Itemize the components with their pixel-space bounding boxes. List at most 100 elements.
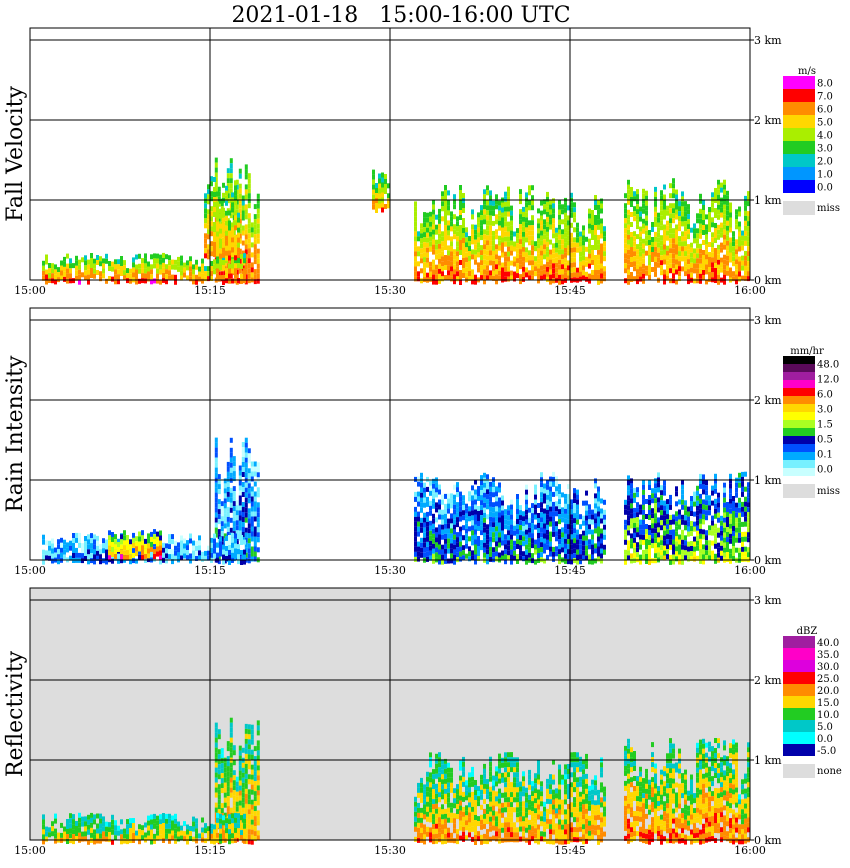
echo-cell — [666, 524, 669, 530]
echo-cell — [684, 221, 687, 227]
echo-cell — [681, 499, 684, 505]
echo-cell — [486, 484, 489, 490]
echo-cell — [54, 269, 57, 275]
echo-cell — [693, 268, 696, 274]
echo-cell — [234, 258, 237, 264]
echo-cell — [525, 519, 528, 525]
echo-cell — [714, 233, 717, 238]
legend-label: 7.0 — [817, 92, 833, 103]
echo-cell — [693, 521, 696, 527]
echo-cell — [729, 267, 732, 273]
echo-cell — [495, 516, 498, 522]
echo-cell — [144, 253, 147, 259]
echo-cell — [714, 533, 717, 539]
echo-cell — [537, 533, 540, 538]
echo-cell — [225, 210, 228, 216]
echo-cell — [447, 523, 450, 529]
echo-cell — [726, 260, 729, 266]
echo-cell — [627, 244, 630, 250]
echo-cell — [489, 245, 492, 251]
echo-cell — [217, 484, 221, 490]
echo-cell — [204, 271, 207, 277]
echo-cell — [696, 238, 699, 244]
echo-cell — [216, 832, 219, 838]
echo-cell — [588, 554, 591, 560]
echo-cell — [486, 539, 489, 545]
echo-cell — [669, 253, 672, 259]
echo-cell — [495, 511, 498, 517]
echo-cell — [234, 263, 237, 269]
echo-cell — [228, 268, 231, 274]
echo-cell — [477, 212, 480, 218]
echo-cell — [516, 273, 519, 279]
echo-cell — [741, 476, 744, 482]
echo-cell — [429, 231, 432, 237]
echo-cell — [549, 209, 552, 215]
echo-cell — [690, 267, 693, 273]
echo-cell — [444, 558, 447, 564]
echo-cell — [687, 249, 690, 255]
echo-cell — [234, 817, 237, 823]
echo-cell — [591, 225, 594, 230]
echo-cell — [48, 555, 51, 561]
echo-cell — [214, 792, 218, 798]
echo-cell — [519, 540, 522, 546]
echo-cell — [480, 540, 483, 546]
echo-cell — [489, 255, 492, 261]
echo-cell — [726, 507, 729, 512]
echo-cell — [498, 215, 501, 221]
echo-cell — [256, 273, 260, 279]
echo-cell — [510, 245, 513, 251]
echo-cell — [708, 222, 711, 227]
echo-cell — [738, 527, 741, 533]
echo-cell — [256, 720, 260, 726]
echo-cell — [45, 540, 48, 546]
echo-cell — [474, 504, 477, 510]
echo-cell — [570, 242, 573, 248]
echo-cell — [228, 245, 231, 251]
echo-cell — [238, 480, 242, 486]
echo-cell — [483, 199, 486, 205]
echo-cell — [699, 493, 702, 499]
echo-cell — [195, 818, 198, 824]
echo-cell — [468, 251, 471, 256]
echo-cell — [238, 183, 242, 189]
echo-cell — [238, 755, 242, 761]
echo-cell — [225, 833, 228, 839]
echo-cell — [705, 545, 708, 551]
echo-cell — [495, 264, 498, 270]
legend-swatch — [783, 460, 815, 468]
echo-cell — [465, 543, 468, 549]
echo-cell — [576, 504, 579, 510]
echo-cell — [253, 761, 257, 767]
echo-cell — [253, 771, 257, 777]
echo-cell — [456, 231, 459, 237]
echo-cell — [489, 551, 492, 557]
legend-label: 4.0 — [817, 131, 833, 142]
echo-cell — [492, 270, 495, 276]
echo-cell — [567, 245, 570, 251]
echo-cell — [51, 831, 54, 837]
echo-cell — [705, 480, 708, 486]
echo-cell — [75, 831, 78, 836]
echo-cell — [220, 783, 224, 789]
echo-cell — [150, 839, 153, 845]
echo-cell — [231, 823, 234, 829]
echo-cell — [660, 195, 663, 201]
echo-cell — [238, 490, 242, 496]
echo-cell — [210, 547, 213, 553]
echo-cell — [165, 254, 168, 260]
echo-cell — [234, 553, 237, 559]
echo-cell — [447, 225, 450, 231]
echo-cell — [657, 252, 660, 258]
echo-cell — [723, 542, 726, 548]
echo-cell — [229, 517, 233, 523]
echo-cell — [174, 818, 177, 824]
echo-cell — [129, 828, 132, 834]
echo-cell — [540, 255, 543, 261]
echo-cell — [225, 828, 228, 834]
echo-cell — [204, 193, 207, 199]
echo-cell — [219, 828, 222, 834]
echo-cell — [72, 824, 75, 830]
echo-cell — [663, 199, 666, 205]
